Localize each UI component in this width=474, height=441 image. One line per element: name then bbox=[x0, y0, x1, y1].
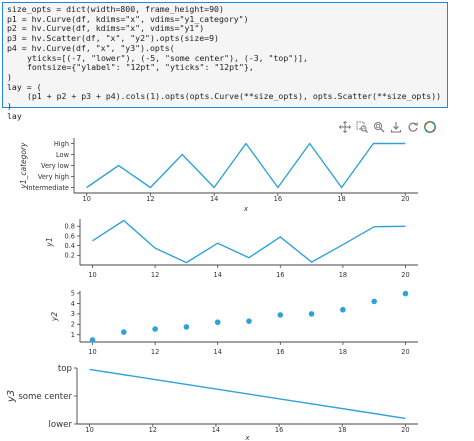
x-tick-label: 12 bbox=[151, 271, 159, 279]
series-line bbox=[92, 219, 406, 264]
x-tick-label: 18 bbox=[339, 348, 347, 356]
x-tick-label: 20 bbox=[401, 426, 409, 434]
scatter-point bbox=[121, 329, 127, 335]
x-tick-label: 10 bbox=[83, 195, 91, 203]
x-tick-label: 14 bbox=[212, 426, 220, 434]
plot-toolbar bbox=[339, 119, 439, 135]
x-tick-label: 16 bbox=[276, 271, 284, 279]
y-tick-label: High bbox=[54, 140, 69, 148]
x-tick-label: 12 bbox=[151, 348, 159, 356]
y-tick-label: 0.4 bbox=[65, 242, 76, 250]
y-tick-label: top bbox=[58, 364, 72, 374]
code-line: p1 = hv.Curve(df, kdims="x", vdims="y1_c… bbox=[7, 13, 249, 24]
code-line: ) bbox=[7, 71, 12, 82]
scatter-point bbox=[308, 311, 315, 317]
scatter-point bbox=[371, 298, 377, 305]
x-axis-label: x bbox=[244, 434, 250, 441]
y-tick-label: Very low bbox=[41, 162, 70, 170]
x-tick-label: 18 bbox=[338, 426, 346, 434]
x-tick-label: 14 bbox=[214, 348, 222, 356]
y-tick-label: lower bbox=[49, 420, 73, 430]
y-tick-label: Low bbox=[56, 151, 70, 159]
y-tick-label: 3 bbox=[71, 310, 75, 318]
x-tick-label: 18 bbox=[339, 271, 347, 279]
y-tick-label: Intermediate bbox=[26, 184, 69, 192]
code-line: p4 = hv.Curve(df, "x", "y3").opts( bbox=[7, 42, 175, 53]
x-tick-label: 10 bbox=[85, 426, 93, 434]
scatter-point bbox=[402, 290, 409, 297]
y-axis-label: y1_category bbox=[19, 142, 28, 190]
y-tick-label: 0.6 bbox=[65, 232, 76, 240]
y-tick-label: 0.8 bbox=[65, 223, 76, 231]
code-cell[interactable]: size_opts = dict(width=800, frame_height… bbox=[2, 2, 448, 120]
code-line: (p1 + p2 + p3 + p4).cols(1).opts(opts.Cu… bbox=[27, 91, 442, 102]
y-axis-label: y2 bbox=[50, 312, 59, 322]
code-line: lay bbox=[7, 110, 22, 121]
scatter-point bbox=[340, 306, 346, 313]
scatter-point bbox=[183, 324, 190, 330]
x-tick-label: 20 bbox=[401, 271, 409, 279]
scatter-point bbox=[246, 318, 252, 324]
x-tick-label: 12 bbox=[146, 195, 154, 203]
code-line: size_opts = dict(width=800, frame_height… bbox=[7, 4, 224, 14]
code-line: yticks=[(-7, "lower"), (-5, "some center… bbox=[27, 52, 308, 63]
code-line: ) bbox=[7, 101, 12, 112]
wheel-zoom-icon[interactable] bbox=[373, 120, 385, 134]
y-tick-label: some center bbox=[18, 392, 72, 402]
code-line: p3 = hv.Scatter(df, "x", "y2").opts(size… bbox=[7, 33, 219, 44]
x-tick-label: 14 bbox=[210, 195, 218, 203]
x-tick-label: 16 bbox=[274, 195, 282, 203]
y-axis-label: y1 bbox=[45, 237, 54, 247]
y-tick-label: 4 bbox=[71, 300, 75, 308]
scatter-point bbox=[277, 312, 284, 318]
save-icon[interactable] bbox=[390, 120, 402, 134]
code-line: fontsize={"ylabel": "12pt", "yticks": "1… bbox=[27, 62, 254, 73]
scatter-point bbox=[152, 326, 158, 332]
y-tick-label: 0.2 bbox=[65, 252, 76, 260]
box-zoom-icon[interactable] bbox=[356, 120, 368, 134]
y-tick-label: 5 bbox=[71, 289, 75, 297]
reset-icon[interactable] bbox=[407, 120, 419, 134]
y-tick-label: Very high bbox=[38, 173, 69, 181]
y-axis-label: y3 bbox=[6, 390, 17, 403]
code-editor[interactable]: size_opts = dict(width=800, frame_height… bbox=[3, 3, 447, 120]
series-line bbox=[89, 368, 406, 420]
x-tick-label: 18 bbox=[337, 195, 345, 203]
x-tick-label: 16 bbox=[276, 348, 284, 356]
series-line bbox=[86, 142, 406, 189]
scatter-point bbox=[89, 337, 96, 343]
x-tick-label: 20 bbox=[401, 348, 409, 356]
x-axis-label: x bbox=[243, 205, 249, 213]
x-tick-label: 10 bbox=[88, 348, 96, 356]
bokeh-logo-icon[interactable] bbox=[424, 120, 436, 134]
pan-icon[interactable] bbox=[339, 120, 351, 134]
code-line: lay = ( bbox=[7, 81, 42, 92]
x-tick-label: 16 bbox=[275, 426, 283, 434]
y-tick-label: 2 bbox=[71, 321, 75, 329]
x-tick-label: 10 bbox=[88, 271, 96, 279]
y-tick-label: 1 bbox=[71, 331, 75, 339]
x-tick-label: 12 bbox=[149, 426, 157, 434]
x-tick-label: 14 bbox=[214, 271, 222, 279]
x-tick-label: 20 bbox=[401, 195, 409, 203]
code-line: p2 = hv.Curve(df, kdims="x", vdims="y1") bbox=[7, 23, 205, 34]
scatter-point bbox=[214, 319, 221, 326]
